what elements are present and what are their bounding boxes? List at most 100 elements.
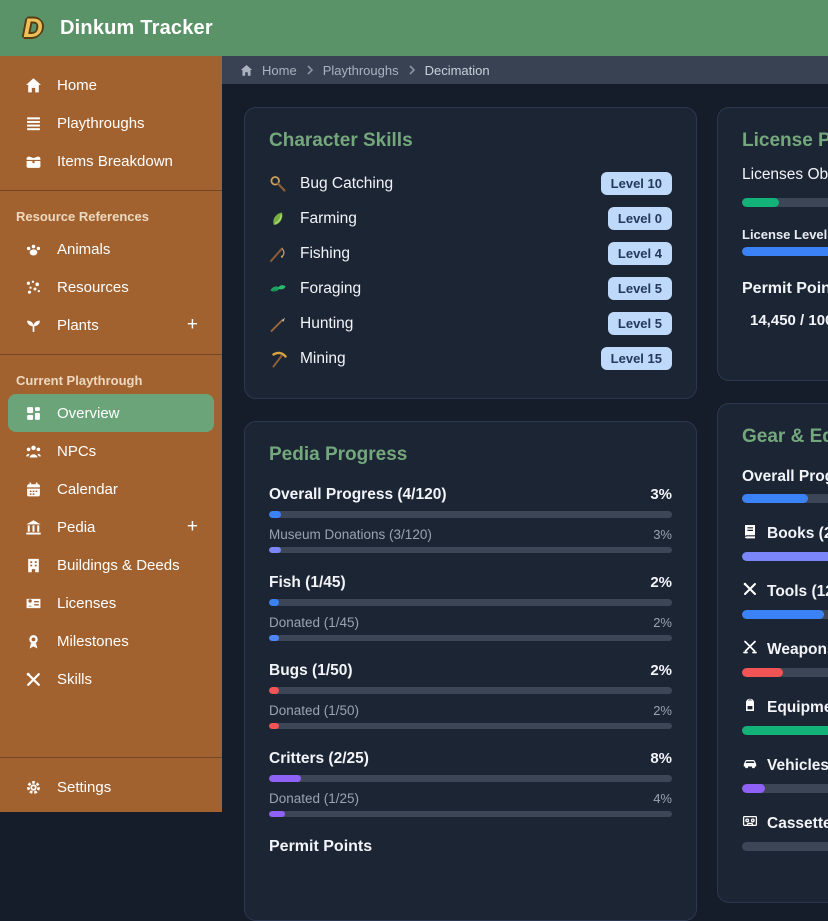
progress-bar: [269, 723, 672, 729]
license-progress-card: License Progress Licenses Obtained Licen…: [717, 107, 828, 381]
skill-row-hunting: Hunting Level 5: [269, 306, 672, 341]
sidebar-item-label: Settings: [57, 778, 112, 796]
progress-bar: [742, 494, 828, 503]
sidebar-item-label: Skills: [57, 670, 93, 688]
expand-plus-icon[interactable]: +: [186, 314, 198, 335]
progress-fill: [269, 723, 280, 729]
sidebar-item-label: Calendar: [57, 480, 118, 498]
level-badge: Level 15: [600, 347, 672, 370]
permit-points-heading: Permit Points: [742, 280, 828, 297]
gear-row-tools: Tools (12/64): [742, 581, 828, 619]
fishing-rod-icon: [269, 245, 291, 263]
sidebar-item-milestones[interactable]: Milestones: [8, 622, 214, 660]
progress-label: Overall Progress (22/253): [742, 468, 828, 485]
card-title: Character Skills: [269, 130, 413, 151]
paw-icon: [24, 240, 42, 258]
museum-icon: [24, 518, 42, 536]
dashboard-icon: [24, 404, 42, 422]
skill-name: Farming: [300, 209, 357, 227]
sidebar-item-label: Buildings & Deeds: [57, 556, 180, 574]
progress-fill: [742, 726, 828, 735]
sidebar-item-licenses[interactable]: Licenses: [8, 584, 214, 622]
gear-equipment-card: Gear & Equipment Overall Progress (22/25…: [717, 403, 828, 903]
sidebar-item-buildings-deeds[interactable]: Buildings & Deeds: [8, 546, 214, 584]
progress-label: Books (2/64): [767, 524, 828, 542]
gear-overall: Overall Progress (22/253): [742, 468, 828, 503]
sidebar-item-overview[interactable]: Overview: [8, 394, 214, 432]
level-badge: Level 0: [607, 207, 672, 230]
sidebar: Home Playthroughs Items Breakdown Resour…: [0, 56, 222, 812]
progress-subpercent: 3%: [653, 527, 672, 542]
sidebar-item-label: NPCs: [57, 442, 97, 460]
progress-label: Tools (12/64): [767, 582, 828, 600]
sidebar-item-playthroughs[interactable]: Playthroughs: [8, 104, 214, 142]
licenses-obtained-label: Licenses Obtained: [742, 166, 828, 183]
progress-bar: [269, 599, 672, 606]
breadcrumb-home[interactable]: Home: [262, 62, 297, 78]
sidebar-item-animals[interactable]: Animals: [8, 230, 214, 268]
sidebar-item-home[interactable]: Home: [8, 66, 214, 104]
sidebar-item-settings[interactable]: Settings: [8, 768, 214, 806]
sidebar-item-label: Milestones: [57, 632, 129, 650]
progress-label: Equipment (5/21): [767, 698, 828, 716]
card-title: Gear & Equipment: [742, 426, 828, 447]
progress-fill: [269, 635, 280, 641]
breadcrumb-current: Decimation: [424, 62, 490, 78]
chevron-right-icon: [408, 65, 416, 75]
progress-fill: [742, 668, 783, 677]
chevron-right-icon: [306, 65, 314, 75]
skill-name: Bug Catching: [300, 174, 394, 192]
sidebar-item-calendar[interactable]: Calendar: [8, 470, 214, 508]
skill-row-foraging: Foraging Level 5: [269, 271, 672, 306]
expand-plus-icon[interactable]: +: [186, 516, 198, 537]
level-badge: Level 10: [600, 172, 672, 195]
sidebar-item-resources[interactable]: Resources: [8, 268, 214, 306]
license-levels-bar: [742, 247, 828, 256]
sidebar-item-pedia[interactable]: Pedia +: [8, 508, 214, 546]
permit-points-heading: Permit Points: [269, 838, 373, 855]
home-icon: [24, 76, 42, 94]
sidebar-item-npcs[interactable]: NPCs: [8, 432, 214, 470]
sidebar-item-skills[interactable]: Skills: [8, 660, 214, 698]
scatter-icon: [24, 278, 42, 296]
progress-fill: [742, 784, 765, 793]
progress-bar: [742, 842, 828, 851]
app-header: D Dinkum Tracker: [0, 0, 828, 56]
skill-name: Fishing: [300, 244, 350, 262]
section-resource-references: Resource References: [16, 209, 149, 224]
progress-fill: [269, 599, 280, 606]
breadcrumb-playthroughs[interactable]: Playthroughs: [322, 62, 399, 78]
progress-percent: 2%: [650, 662, 672, 679]
progress-percent: 8%: [650, 750, 672, 767]
breadcrumb-home-icon[interactable]: [240, 64, 253, 77]
gear-row-vehicles: Vehicles (1/13): [742, 755, 828, 793]
progress-subpercent: 2%: [653, 703, 672, 718]
people-icon: [24, 442, 42, 460]
crossed-swords-icon: [742, 639, 758, 660]
progress-label: Weapons (2/30): [767, 640, 828, 658]
main-area: Home Playthroughs Decimation Character S…: [222, 56, 828, 921]
level-badge: Level 5: [607, 277, 672, 300]
permit-points-value: 14,450 / 100,000: [750, 312, 828, 329]
progress-bar: [269, 635, 672, 641]
progress-bar: [742, 610, 828, 619]
progress-label: Bugs (1/50): [269, 662, 353, 679]
skill-row-mining: Mining Level 15: [269, 341, 672, 376]
progress-bar: [269, 687, 672, 694]
gear-row-weapons: Weapons (2/30): [742, 639, 828, 677]
level-badge: Level 4: [607, 242, 672, 265]
pedia-group-overall: Overall Progress (4/120) 3% Museum Donat…: [269, 486, 672, 553]
crop-icon: [269, 210, 291, 228]
sidebar-item-plants[interactable]: Plants +: [8, 306, 214, 344]
progress-subpercent: 2%: [653, 615, 672, 630]
progress-bar: [742, 552, 828, 561]
sidebar-item-label: Items Breakdown: [57, 152, 173, 170]
backpack-icon: [742, 697, 758, 718]
progress-bar: [742, 668, 828, 677]
sidebar-item-items-breakdown[interactable]: Items Breakdown: [8, 142, 214, 180]
pickaxe-icon: [269, 350, 291, 368]
progress-label: Critters (2/25): [269, 750, 369, 767]
calendar-icon: [24, 480, 42, 498]
progress-bar: [269, 775, 672, 782]
progress-fill: [269, 775, 302, 782]
